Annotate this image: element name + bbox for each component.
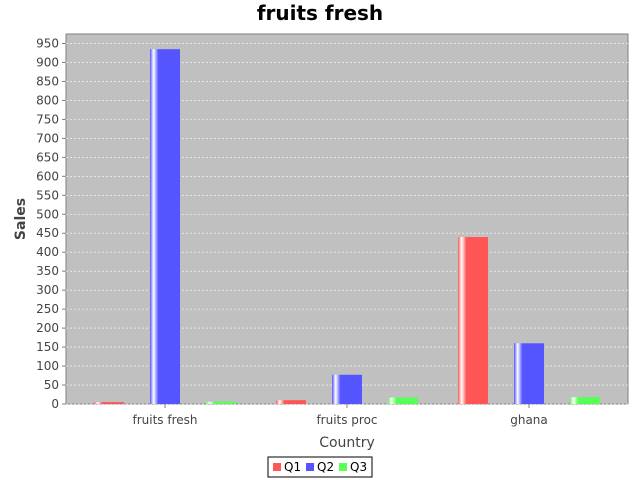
y-tick-label: 100 <box>36 359 59 373</box>
bar-q1-3 <box>458 237 488 404</box>
y-tick-label: 700 <box>36 131 59 145</box>
y-tick-label: 0 <box>51 397 59 411</box>
x-tick-label: ghana <box>510 413 548 427</box>
legend-label: Q1 <box>284 460 301 474</box>
y-tick-label: 350 <box>36 264 59 278</box>
y-tick-label: 550 <box>36 188 59 202</box>
y-tick-label: 800 <box>36 93 59 107</box>
legend-label: Q2 <box>317 460 334 474</box>
bar-q3-3 <box>570 397 600 404</box>
y-tick-label: 850 <box>36 74 59 88</box>
legend-label: Q3 <box>350 460 367 474</box>
y-tick-label: 50 <box>44 378 59 392</box>
x-axis-ticks: fruits fresh fruits proc ghana <box>132 404 548 427</box>
bar-q1-2 <box>276 400 306 404</box>
chart-title: fruits fresh <box>257 1 383 25</box>
y-tick-label: 150 <box>36 340 59 354</box>
legend-swatch <box>339 463 347 471</box>
y-tick-label: 300 <box>36 283 59 297</box>
legend-swatch <box>306 463 314 471</box>
y-tick-label: 600 <box>36 169 59 183</box>
y-tick-label: 200 <box>36 321 59 335</box>
y-tick-label: 900 <box>36 55 59 69</box>
bar-q2-3 <box>514 343 544 404</box>
y-tick-label: 500 <box>36 207 59 221</box>
bar-q3-2 <box>388 397 418 404</box>
x-tick-label: fruits fresh <box>132 413 197 427</box>
y-tick-label: 450 <box>36 226 59 240</box>
bar-q2-2 <box>332 374 362 404</box>
y-tick-label: 750 <box>36 112 59 126</box>
y-tick-label: 400 <box>36 245 59 259</box>
y-axis-ticks: 0 50 100 150 200 250 300 350 400 450 500 550 600 650 7… <box>36 36 66 411</box>
y-tick-label: 250 <box>36 302 59 316</box>
y-tick-label: 950 <box>36 36 59 50</box>
bars <box>94 49 600 405</box>
x-tick-label: fruits proc <box>316 413 377 427</box>
y-tick-label: 650 <box>36 150 59 164</box>
x-axis-label: Country <box>319 435 375 451</box>
legend-box <box>267 456 373 478</box>
legend: Q1 Q2 Q3 <box>267 456 373 478</box>
bar-q3-1 <box>206 401 236 404</box>
y-axis-label: Sales <box>13 198 29 240</box>
bar-q1-1 <box>94 402 124 404</box>
bar-q2-1 <box>150 49 180 405</box>
legend-swatch <box>273 463 281 471</box>
